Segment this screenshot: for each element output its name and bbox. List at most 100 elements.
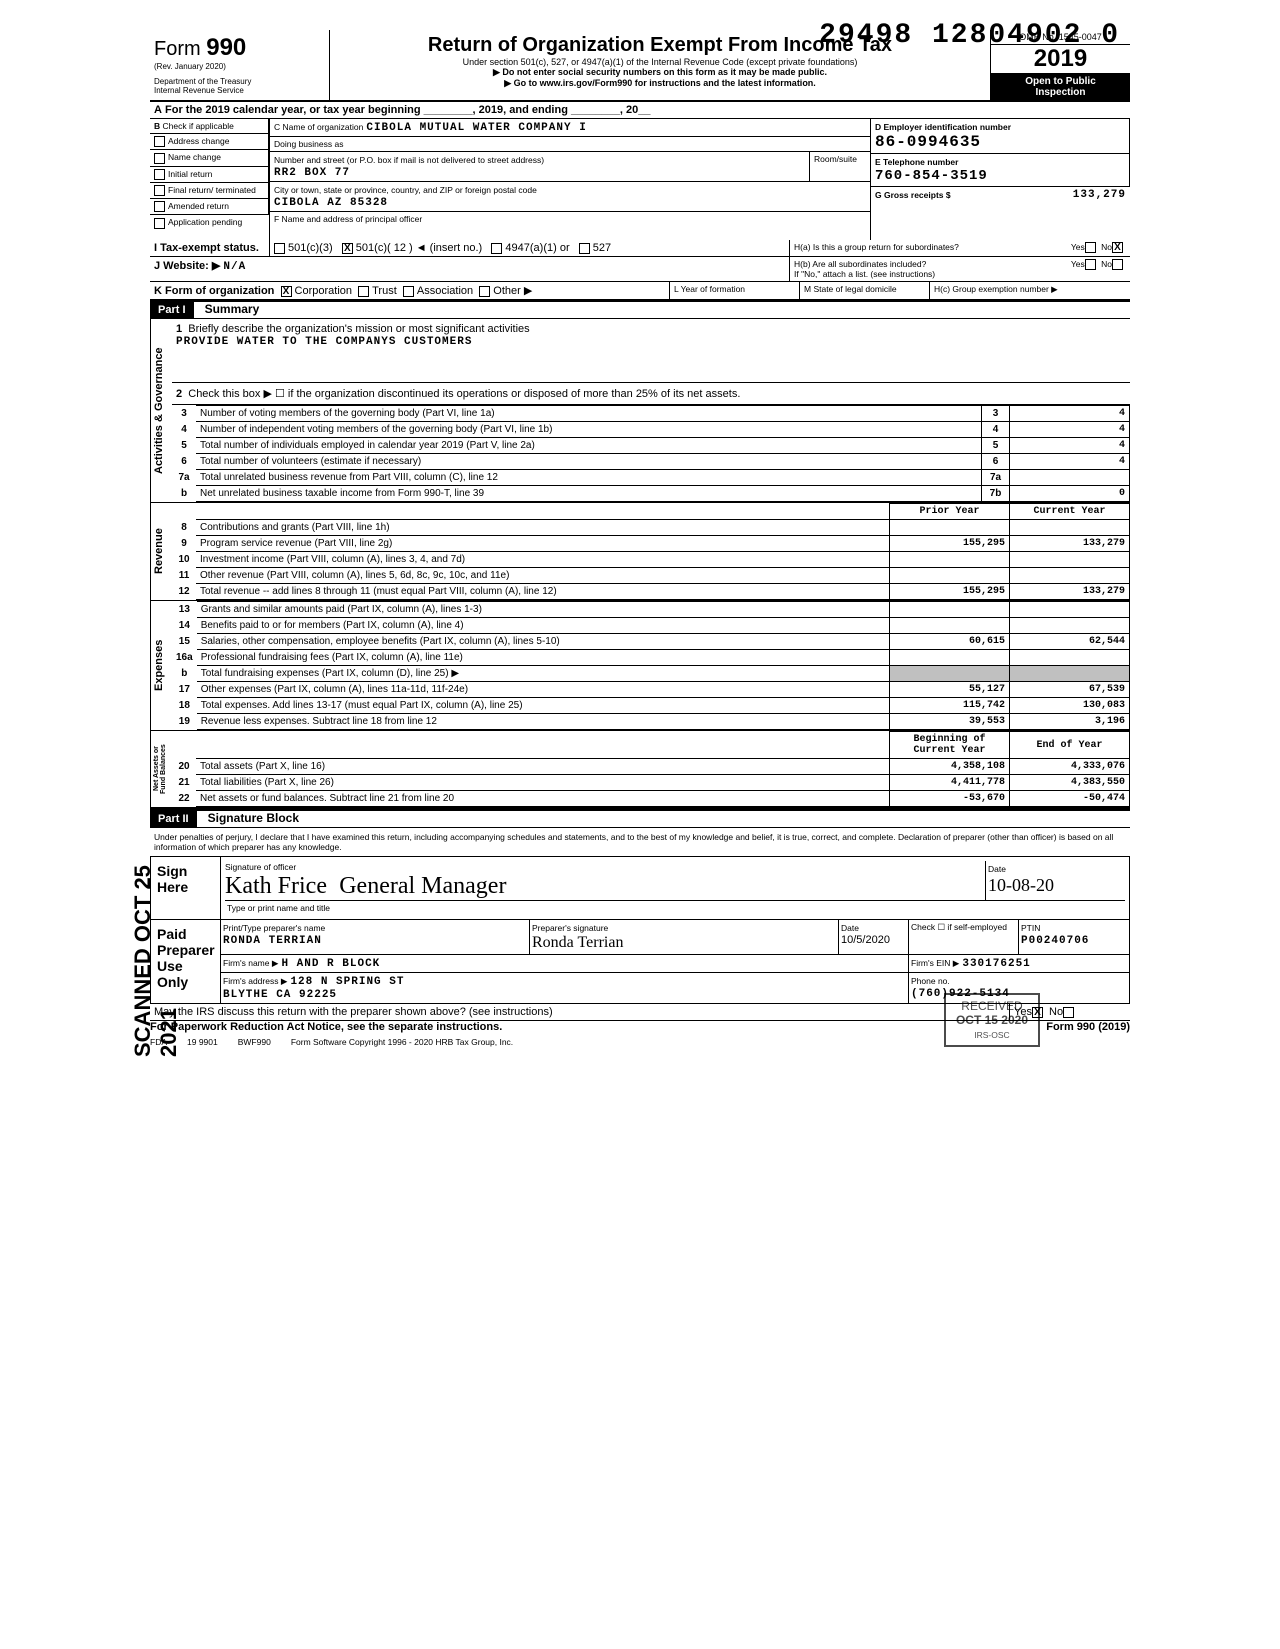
ein-label2: Firm's EIN ▶ xyxy=(911,958,959,968)
prep-date: 10/5/2020 xyxy=(841,934,890,946)
hb-label: H(b) Are all subordinates included? xyxy=(794,259,926,269)
addr-label: Firm's address ▶ xyxy=(223,976,287,986)
street-value: RR2 BOX 77 xyxy=(274,167,350,179)
gross-value: 133,279 xyxy=(1073,189,1126,201)
opt-501c: 501(c)( 12 ) ◄ (insert no.) xyxy=(356,242,482,254)
ptin-value: P00240706 xyxy=(1021,935,1089,947)
chk-501c3[interactable] xyxy=(274,243,285,254)
firm-phone-label: Phone no. xyxy=(911,976,950,986)
hb-no-lbl: No xyxy=(1101,259,1112,269)
prep-name: RONDA TERRIAN xyxy=(223,935,322,947)
chk-527[interactable] xyxy=(579,243,590,254)
net-assets-table: Beginning of Current YearEnd of Year20To… xyxy=(172,731,1130,807)
exp-sideways: Expenses xyxy=(150,601,172,730)
box-b-label: Check if applicable xyxy=(163,121,234,131)
public1: Open to Public xyxy=(1025,76,1096,87)
ha-no[interactable]: X xyxy=(1112,242,1123,253)
chk-assoc[interactable] xyxy=(403,286,414,297)
chk-501c[interactable]: X xyxy=(342,243,353,254)
check-final[interactable] xyxy=(154,185,165,196)
line-a: A For the 2019 calendar year, or tax yea… xyxy=(150,102,1130,119)
gov-sideways: Activities & Governance xyxy=(150,319,172,502)
ha-label: H(a) Is this a group return for subordin… xyxy=(794,242,959,252)
hb-note: If "No," attach a list. (see instruction… xyxy=(794,269,935,279)
ha-yes-lbl: Yes xyxy=(1071,242,1085,252)
q1-label: Briefly describe the organization's miss… xyxy=(188,323,529,335)
self-emp-label: Check ☐ if self-employed xyxy=(909,920,1019,954)
form-sub3: ▶ Go to www.irs.gov/Form990 for instruct… xyxy=(338,78,982,89)
prep-name-label: Print/Type preparer's name xyxy=(223,923,325,933)
q1-answer: PROVIDE WATER TO THE COMPANYS CUSTOMERS xyxy=(176,336,472,348)
ha-yes[interactable] xyxy=(1085,242,1096,253)
lbl-final: Final return/ terminated xyxy=(168,185,256,195)
check-name-change[interactable] xyxy=(154,153,165,164)
opt-527: 527 xyxy=(593,242,611,254)
website-value: N/A xyxy=(223,261,246,273)
hc-label: H(c) Group exemption number ▶ xyxy=(930,282,1130,299)
ein-value: 86-0994635 xyxy=(875,133,981,151)
ein-label: D Employer identification number xyxy=(875,122,1011,132)
hb-yes-lbl: Yes xyxy=(1071,259,1085,269)
ptin-label: PTIN xyxy=(1021,923,1040,933)
opt-assoc: Association xyxy=(417,285,473,297)
form-dept: Department of the Treasury Internal Reve… xyxy=(154,77,325,95)
firm-addr1: 128 N SPRING ST xyxy=(290,976,404,988)
rcv2: OCT 15 2020 xyxy=(956,1013,1028,1027)
phone-value: 760-854-3519 xyxy=(875,168,988,184)
scanned-stamp: SCANNED OCT 25 2021 xyxy=(130,840,182,1057)
org-name: CIBOLA MUTUAL WATER COMPANY I xyxy=(366,122,586,134)
q2-text: Check this box ▶ ☐ if the organization d… xyxy=(188,388,740,400)
box-c-label: C Name of organization xyxy=(274,122,363,132)
box-i-label: I Tax-exempt status. xyxy=(150,240,270,256)
sign-here-block: Sign Here Signature of officer Kath Fric… xyxy=(150,856,1130,920)
chk-other[interactable] xyxy=(479,286,490,297)
sign-date-label: Date xyxy=(988,864,1006,874)
box-k-label: K Form of organization xyxy=(154,285,274,297)
chk-4947[interactable] xyxy=(491,243,502,254)
footer-c: BWF990 xyxy=(238,1037,271,1047)
lbl-initial: Initial return xyxy=(168,169,212,179)
type-name-label: Type or print name and title xyxy=(225,901,1125,915)
opt-trust: Trust xyxy=(372,285,397,297)
box-l: L Year of formation xyxy=(670,282,800,299)
firm-addr2: BLYTHE CA 92225 xyxy=(223,989,337,1001)
check-amended[interactable] xyxy=(154,201,165,212)
city-label: City or town, state or province, country… xyxy=(274,185,537,195)
dba-label: Doing business as xyxy=(270,137,870,151)
lbl-amended: Amended return xyxy=(168,201,229,211)
expense-table: 13Grants and similar amounts paid (Part … xyxy=(172,601,1130,730)
firm-ein: 330176251 xyxy=(962,958,1030,970)
opt-other: Other ▶ xyxy=(493,285,532,297)
firm-label: Firm's name ▶ xyxy=(223,958,278,968)
part1-label: Summary xyxy=(205,302,260,316)
part2-label: Signature Block xyxy=(208,811,299,825)
check-addr-change[interactable] xyxy=(154,136,165,147)
lbl-pending: Application pending xyxy=(168,217,242,227)
officer-signature: Kath Frice xyxy=(225,873,327,899)
ha-no-lbl: No xyxy=(1101,242,1112,252)
rcv3: IRS-OSC xyxy=(974,1030,1009,1040)
box-m: M State of legal domicile xyxy=(800,282,930,299)
hb-no[interactable] xyxy=(1112,259,1123,270)
perjury-text: Under penalties of perjury, I declare th… xyxy=(150,828,1130,856)
part2-tag: Part II xyxy=(150,811,197,827)
form-sub1: Under section 501(c), 527, or 4947(a)(1)… xyxy=(338,57,982,67)
chk-trust[interactable] xyxy=(358,286,369,297)
street-label: Number and street (or P.O. box if mail i… xyxy=(274,155,544,165)
officer-label: F Name and address of principal officer xyxy=(270,212,870,240)
phone-label: E Telephone number xyxy=(875,157,958,167)
line-a-text: For the 2019 calendar year, or tax year … xyxy=(165,104,650,116)
check-initial[interactable] xyxy=(154,169,165,180)
revenue-table: Prior YearCurrent Year8Contributions and… xyxy=(172,503,1130,600)
room-label: Room/suite xyxy=(810,152,870,181)
lbl-addr-change: Address change xyxy=(168,136,229,146)
discuss-no[interactable] xyxy=(1063,1007,1074,1018)
chk-corp[interactable]: X xyxy=(281,286,292,297)
opt-corp: Corporation xyxy=(295,285,352,297)
receipt-stamp-number: 29498 12804902 0 xyxy=(819,20,1120,51)
rcv1: RECEIVED xyxy=(961,999,1022,1013)
form-revision: (Rev. January 2020) xyxy=(154,62,325,71)
hb-yes[interactable] xyxy=(1085,259,1096,270)
footer-d: Form Software Copyright 1996 - 2020 HRB … xyxy=(291,1037,513,1047)
check-pending[interactable] xyxy=(154,218,165,229)
